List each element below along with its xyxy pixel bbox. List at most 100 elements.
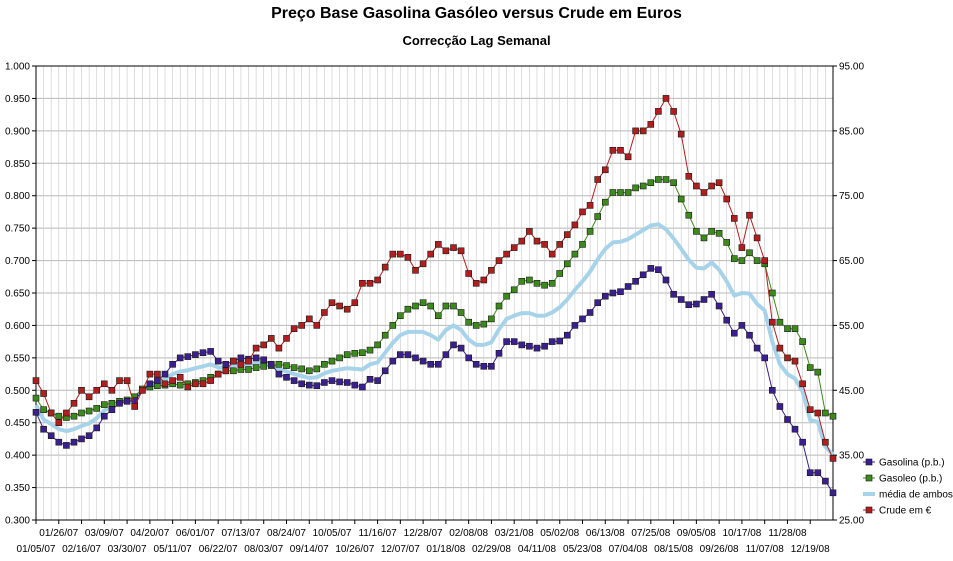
data-point <box>563 260 571 268</box>
data-point <box>563 331 571 339</box>
data-point <box>336 354 343 362</box>
right-tick-label: 75.00 <box>839 191 864 202</box>
right-tick-label: 35.00 <box>839 451 864 462</box>
data-point <box>450 302 457 310</box>
data-point <box>381 331 389 339</box>
left-tick-label: 0.850 <box>5 159 30 170</box>
data-point <box>199 380 207 388</box>
legend-label: Crude em € <box>879 506 932 517</box>
data-point <box>510 338 518 345</box>
data-point <box>123 397 131 405</box>
data-point <box>601 198 609 206</box>
data-point <box>495 257 503 264</box>
data-point <box>533 344 541 352</box>
data-point <box>85 393 93 401</box>
data-point <box>533 237 541 245</box>
data-point <box>434 312 442 320</box>
series-layer <box>32 95 837 497</box>
data-point <box>510 244 518 251</box>
data-point <box>685 173 693 180</box>
data-point <box>116 377 123 384</box>
data-point <box>541 241 548 248</box>
data-point <box>70 438 78 446</box>
data-point <box>624 189 632 196</box>
data-point <box>381 263 389 271</box>
data-point <box>700 189 708 196</box>
data-point <box>526 342 533 350</box>
data-point <box>814 368 822 376</box>
data-point <box>442 351 450 358</box>
data-point <box>412 302 419 310</box>
data-point <box>146 370 154 378</box>
data-point <box>639 271 647 279</box>
data-point <box>670 290 677 298</box>
data-point <box>366 346 374 354</box>
data-point <box>313 365 321 373</box>
data-point <box>267 335 275 342</box>
legend-label: Gasoleo (p.b.) <box>879 474 942 485</box>
x-tick-label-lower: 09/14/07 <box>290 544 329 555</box>
data-point <box>723 239 731 246</box>
data-point <box>655 176 662 183</box>
data-point <box>123 377 131 384</box>
data-point <box>176 381 184 389</box>
left-tick-label: 0.900 <box>5 126 30 137</box>
left-tick-label: 1.000 <box>5 62 30 73</box>
data-point <box>298 365 306 373</box>
x-tick-label-lower: 05/11/07 <box>154 544 193 555</box>
x-axis: 01/05/07 02/16/07 03/30/07 05/11/07 06/22/07… <box>17 520 830 555</box>
x-tick-label-upper: 11/16/07 <box>358 528 397 539</box>
data-point <box>738 322 746 329</box>
data-point <box>563 231 571 238</box>
data-point <box>412 266 419 274</box>
x-tick-label-upper: 01/26/07 <box>39 528 78 539</box>
data-point <box>275 344 283 352</box>
data-point <box>78 409 85 417</box>
data-point <box>260 356 268 364</box>
data-point <box>639 127 647 135</box>
data-point <box>321 379 328 386</box>
data-point <box>526 228 533 235</box>
x-tick-label-lower: 03/30/07 <box>108 544 147 555</box>
legend-item: Gasoleo (p.b.) <box>863 474 942 485</box>
data-point <box>321 360 328 368</box>
data-point <box>108 406 116 414</box>
data-point <box>427 250 435 258</box>
data-point <box>488 315 495 323</box>
data-point <box>465 270 473 277</box>
data-point <box>222 367 230 375</box>
data-point <box>822 477 829 485</box>
data-point <box>480 320 488 328</box>
data-point <box>579 241 586 248</box>
data-point <box>670 179 677 186</box>
data-point <box>192 351 199 358</box>
data-point <box>305 315 313 323</box>
data-point <box>647 179 655 186</box>
data-point <box>169 377 176 384</box>
left-tick-label: 0.650 <box>5 289 30 300</box>
data-point <box>176 373 184 381</box>
right-tick-label: 55.00 <box>839 321 864 332</box>
data-point <box>624 283 632 290</box>
left-tick-label: 0.350 <box>5 483 30 494</box>
data-point <box>78 386 85 394</box>
data-point <box>730 215 738 222</box>
data-point <box>40 390 47 397</box>
data-point <box>78 435 85 443</box>
data-point <box>396 351 404 358</box>
data-point <box>594 213 602 220</box>
data-point <box>275 370 283 378</box>
x-tick-label-lower: 08/03/07 <box>244 544 283 555</box>
legend: Gasolina (p.b.) Gasoleo (p.b.) média de am… <box>863 458 953 517</box>
data-point <box>609 289 617 297</box>
data-point <box>47 409 55 417</box>
data-point <box>480 362 488 370</box>
data-point <box>776 318 784 326</box>
data-point <box>313 382 321 390</box>
left-tick-label: 0.600 <box>5 321 30 332</box>
data-point <box>47 432 55 440</box>
data-point <box>586 309 594 316</box>
data-point <box>351 349 359 357</box>
data-point <box>647 265 655 272</box>
data-point <box>139 386 146 394</box>
